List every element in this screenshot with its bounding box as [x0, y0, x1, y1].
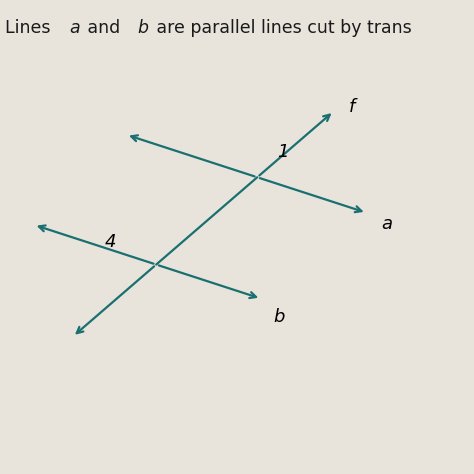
Text: and: and [82, 19, 126, 37]
Text: a: a [69, 19, 80, 37]
Text: Lines: Lines [5, 19, 55, 37]
Text: a: a [382, 215, 392, 233]
Text: b: b [137, 19, 148, 37]
Text: b: b [274, 308, 285, 326]
Text: are parallel lines cut by trans: are parallel lines cut by trans [151, 19, 412, 37]
Text: 1: 1 [277, 143, 288, 161]
Text: 4: 4 [104, 233, 116, 251]
Text: f: f [349, 98, 356, 116]
